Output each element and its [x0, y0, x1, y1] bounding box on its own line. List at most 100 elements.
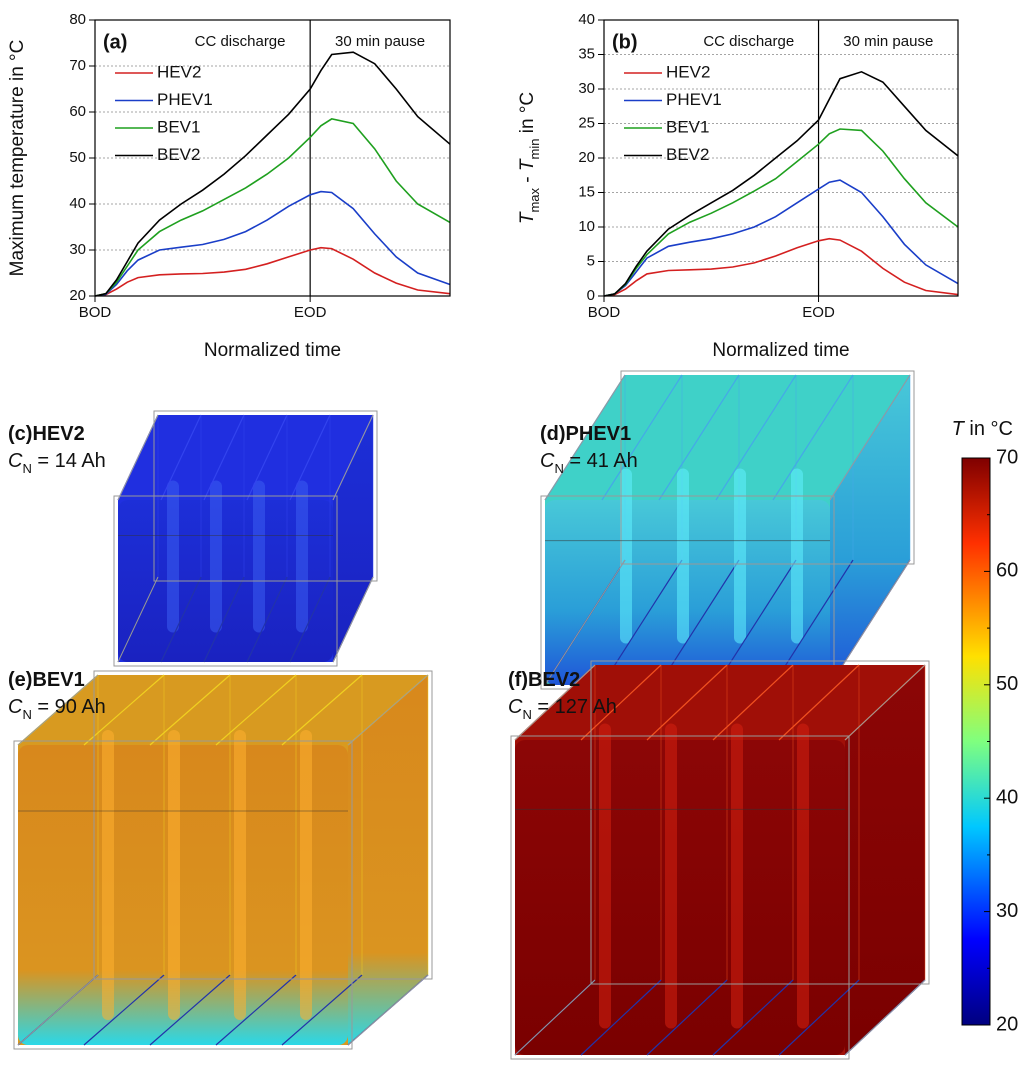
- frame-box: [93, 670, 433, 980]
- legend-label: BEV2: [157, 145, 200, 164]
- capacity-symbol: C: [8, 696, 23, 718]
- frame-box: [13, 740, 353, 1050]
- y-tick-label: 60: [69, 103, 86, 120]
- capacity-subscript: N: [554, 461, 563, 476]
- frame-line: [17, 674, 99, 746]
- y-tick-label: 20: [578, 149, 595, 166]
- capacity-subscript: N: [22, 707, 31, 722]
- frame-line: [844, 664, 926, 741]
- x-tick-label: EOD: [802, 304, 835, 321]
- cell-front: [515, 740, 845, 1055]
- panel-name: BEV2: [528, 669, 580, 691]
- panel-label: (c): [8, 423, 32, 445]
- frame-line: [289, 414, 331, 501]
- frame-line: [160, 576, 202, 663]
- frame-line: [17, 974, 99, 1046]
- y-tick-label: 35: [578, 45, 595, 62]
- y-axis-label-part: max: [527, 187, 542, 212]
- frame-line: [601, 374, 683, 501]
- cell-highlight: [102, 730, 114, 1020]
- frame-line: [83, 974, 165, 1046]
- frame-line: [246, 414, 288, 501]
- x-tick-label: BOD: [588, 304, 621, 321]
- cell-rendering: [13, 670, 433, 1050]
- cell-highlight: [797, 723, 809, 1029]
- frame-box: [620, 370, 915, 565]
- frame-line: [580, 979, 662, 1056]
- annotation: CC discharge: [195, 33, 286, 50]
- frame-line: [149, 974, 231, 1046]
- frame-line: [844, 979, 926, 1056]
- annotation: 30 min pause: [335, 33, 425, 50]
- panel-label: (e): [8, 669, 32, 691]
- frame-line: [215, 674, 297, 746]
- y-tick-label: 80: [69, 11, 86, 28]
- annotation: CC discharge: [703, 33, 794, 50]
- panel-label: (f): [508, 669, 528, 691]
- cell-highlight: [167, 480, 179, 633]
- cell-highlight: [300, 730, 312, 1020]
- series-line: [94, 118, 451, 297]
- frame-line: [658, 374, 740, 501]
- frame-line: [332, 576, 374, 663]
- y-tick-label: 5: [587, 252, 595, 269]
- panel-title: (c)HEV2: [8, 423, 85, 445]
- frame-line: [117, 414, 159, 501]
- colorbar-tick-label: 20: [996, 1013, 1018, 1035]
- frame-line: [544, 559, 626, 686]
- capacity-subscript: N: [22, 461, 31, 476]
- cell-highlight: [234, 730, 246, 1020]
- frame-line: [646, 664, 728, 741]
- y-axis-label: Maximum temperature in °C: [7, 40, 28, 277]
- legend-label: BEV1: [157, 117, 200, 136]
- legend-label: PHEV1: [157, 90, 213, 109]
- annotation: 30 min pause: [843, 33, 933, 50]
- cell-side: [845, 665, 925, 1055]
- cell-side: [333, 415, 373, 662]
- cell-side: [348, 675, 428, 1045]
- frame-line: [149, 674, 231, 746]
- panel-label: (a): [103, 31, 127, 53]
- frame-line: [829, 374, 911, 501]
- plot-frame: [94, 19, 451, 297]
- legend-label: BEV1: [666, 117, 709, 136]
- cell-highlight: [734, 468, 746, 644]
- y-tick-label: 30: [69, 241, 86, 258]
- frame-line: [160, 414, 202, 501]
- frame-box: [590, 660, 930, 985]
- frame-line: [715, 559, 797, 686]
- frame-line: [117, 576, 159, 663]
- cell-highlight: [296, 480, 308, 633]
- frame-line: [601, 559, 683, 686]
- y-tick-label: 10: [578, 218, 595, 235]
- frame-line: [658, 559, 740, 686]
- frame-line: [580, 664, 662, 741]
- series-line: [603, 70, 959, 297]
- frame-line: [514, 979, 596, 1056]
- x-axis-label: Normalized time: [204, 340, 341, 361]
- legend-label: BEV2: [666, 145, 709, 164]
- y-axis-label: Tmax - Tmin in °C: [517, 92, 542, 224]
- series-line: [94, 246, 451, 297]
- cell-highlight: [620, 468, 632, 644]
- panel-name: BEV1: [32, 669, 84, 691]
- panel-title: (f)BEV2: [508, 669, 580, 691]
- y-tick-label: 40: [69, 195, 86, 212]
- frame-line: [289, 576, 331, 663]
- legend-label: PHEV1: [666, 90, 722, 109]
- frame-line: [772, 559, 854, 686]
- cell-side: [830, 375, 910, 685]
- frame-line: [281, 974, 363, 1046]
- colorbar-title-part: T: [952, 418, 966, 440]
- cell-highlight: [677, 468, 689, 644]
- colorbar-tick-label: 40: [996, 786, 1018, 808]
- capacity-value: = 90 Ah: [32, 696, 106, 718]
- y-axis-label-part: in °C: [517, 92, 538, 139]
- cell-highlight: [731, 723, 743, 1029]
- colorbar-tick-label: 30: [996, 900, 1018, 922]
- cell-highlight: [253, 480, 265, 633]
- frame-line: [332, 414, 374, 501]
- capacity-symbol: C: [508, 696, 523, 718]
